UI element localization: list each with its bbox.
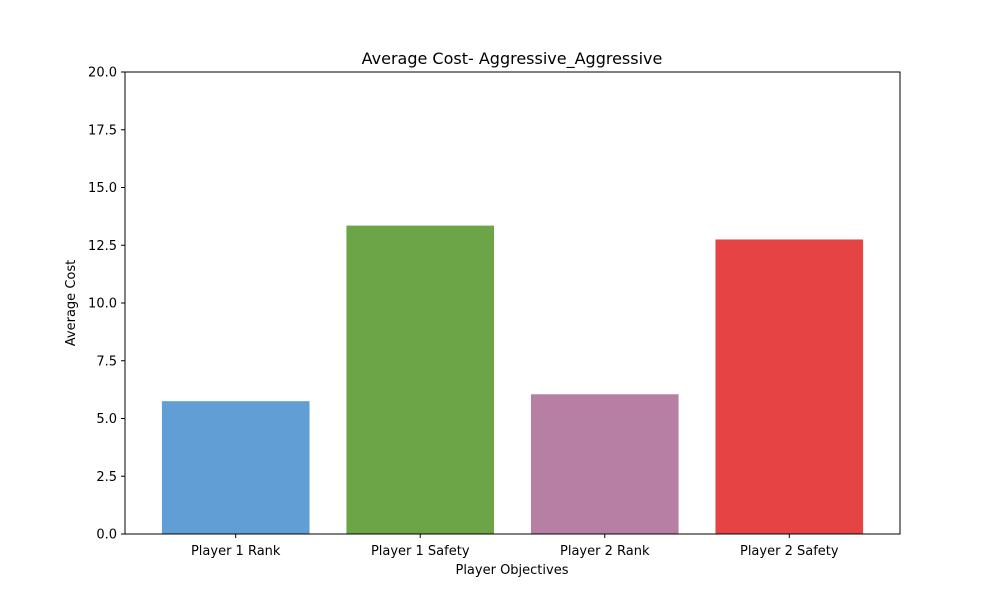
bar-player-1-safety (346, 225, 495, 535)
x-tick-label: Player 1 Safety (371, 544, 470, 559)
x-axis-label: Player Objectives (455, 563, 568, 578)
y-tick-label: 12.5 (88, 239, 117, 254)
ticks-layer: Player 1 Rank Player 1 Safety Player 2 Ran… (88, 66, 839, 560)
y-tick-label: 7.5 (96, 354, 117, 369)
plot-frame (124, 71, 901, 535)
x-tick-label: Player 2 Safety (740, 544, 839, 559)
bar-player-2-rank (530, 394, 679, 534)
bar-player-2-safety (715, 239, 864, 534)
y-axis-label: Average Cost (64, 260, 79, 346)
y-tick-label: 0.0 (96, 528, 117, 543)
bars-layer (161, 225, 864, 535)
y-tick-label: 5.0 (96, 412, 117, 427)
y-tick-label: 17.5 (88, 123, 117, 138)
bar-player-1-rank (161, 401, 310, 534)
x-tick-label: Player 1 Rank (191, 544, 281, 559)
y-tick-label: 20.0 (88, 66, 117, 81)
y-tick-label: 2.5 (96, 470, 117, 485)
chart-title: Average Cost- Aggressive_Aggressive (362, 49, 663, 69)
y-tick-label: 15.0 (88, 181, 117, 196)
x-tick-label: Player 2 Rank (560, 544, 650, 559)
y-tick-label: 10.0 (88, 297, 117, 312)
